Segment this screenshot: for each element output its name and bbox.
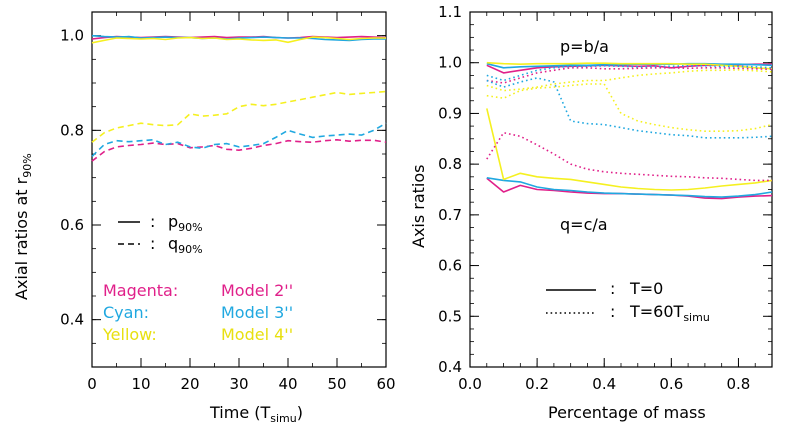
x-tick-label: 10 [131, 375, 150, 393]
left-color-key: Magenta: Model 2'' Cyan: Model 3'' Yello… [102, 281, 293, 344]
color-key-magenta-model: Model 2'' [221, 281, 293, 300]
x-tick-label: 0.2 [525, 375, 549, 393]
x-tick-label: 40 [278, 375, 297, 393]
color-key-yellow-model: Model 4'' [221, 325, 293, 344]
series-line-cyan-dotted [486, 65, 773, 82]
left-panel: 0 10 20 30 40 50 60 0.40.60.81.0 Time (Tsimu) … [12, 11, 396, 425]
y-tick-label: 1.0 [438, 54, 462, 72]
right-x-tick-labels: 0.0 0.2 0.4 0.6 0.8 [458, 375, 750, 393]
color-key-cyan-model: Model 3'' [221, 303, 293, 322]
right-x-axis-label: Percentage of mass [548, 403, 706, 422]
y-tick-label: 0.6 [438, 257, 462, 275]
right-y-axis-label: Axis ratios [409, 164, 428, 248]
x-tick-label: 30 [229, 375, 248, 393]
y-tick-label: 0.9 [438, 104, 462, 122]
x-tick-label: 20 [180, 375, 199, 393]
legend-t0-sep: : [610, 279, 615, 298]
series-line-magenta-dotted [486, 67, 773, 84]
y-tick-label: 0.8 [438, 155, 462, 173]
color-key-cyan-name: Cyan: [103, 303, 149, 322]
series-line-cyan-solid [486, 177, 773, 198]
x-tick-label: 0.8 [727, 375, 751, 393]
x-tick-label: 0.0 [458, 375, 482, 393]
left-style-legend: : p90% : q90% [118, 212, 203, 256]
annotation-q-ratio: q=c/a [560, 215, 608, 234]
left-y-tick-labels: 0.4 0.6 0.8 1.0 [60, 27, 84, 329]
left-x-axis-label: Time (Tsimu) [209, 403, 303, 425]
y-tick-label: 0.8 [60, 121, 84, 139]
y-tick-label: 1.0 [60, 27, 84, 45]
color-key-yellow-name: Yellow: [102, 325, 157, 344]
legend-solid-label: p90% [168, 212, 203, 234]
series-line-yellow-solid [486, 108, 773, 191]
series-line-yellow-dotted [486, 69, 773, 92]
right-tick-marks [469, 11, 773, 368]
right-style-legend: : T=0 : T=60Tsimu [546, 279, 710, 324]
y-tick-label: 0.5 [438, 307, 462, 325]
series-line-cyan-dashed [91, 122, 387, 157]
y-tick-label: 0.4 [438, 358, 462, 376]
x-tick-label: 0.6 [659, 375, 683, 393]
right-y-tick-labels: 0.4 0.5 0.6 0.7 0.8 0.9 1.0 1.1 [438, 3, 462, 376]
annotation-p-ratio: p=b/a [560, 37, 609, 56]
y-tick-label: 1.1 [438, 3, 462, 21]
x-tick-label: 50 [327, 375, 346, 393]
x-tick-label: 60 [376, 375, 395, 393]
legend-dashed-label: q90% [168, 234, 203, 256]
y-tick-label: 0.6 [60, 216, 84, 234]
right-panel: 0.0 0.2 0.4 0.6 0.8 0.4 0.5 0.6 0.7 0.8 0.9 1.0 1.1… [409, 3, 773, 422]
left-series-group [91, 34, 387, 162]
series-line-yellow-solid [91, 36, 386, 44]
x-tick-label: 0 [87, 375, 97, 393]
right-series-group [486, 61, 773, 200]
series-line-magenta-dashed [91, 139, 387, 162]
left-x-tick-labels: 0 10 20 30 40 50 60 [87, 375, 395, 393]
legend-t60-label: T=60Tsimu [629, 302, 710, 324]
series-line-magenta-dotted [486, 131, 772, 182]
x-tick-label: 0.4 [592, 375, 616, 393]
left-tick-marks [91, 11, 387, 368]
series-line-yellow-dashed [91, 90, 387, 143]
y-tick-label: 0.4 [60, 311, 84, 329]
y-tick-label: 0.7 [438, 206, 462, 224]
color-key-magenta-name: Magenta: [103, 281, 178, 300]
legend-t0-label: T=0 [629, 279, 663, 298]
left-y-axis-label: Axial ratios at r90% [12, 153, 34, 300]
series-line-cyan-solid [91, 34, 386, 42]
series-line-yellow-solid [486, 61, 773, 70]
series-line-cyan-dotted [486, 77, 773, 139]
series-line-yellow-dotted [486, 83, 773, 132]
legend-t60-sep: : [610, 302, 615, 321]
legend-solid-sep: : [150, 212, 155, 231]
legend-dashed-sep: : [150, 234, 155, 253]
